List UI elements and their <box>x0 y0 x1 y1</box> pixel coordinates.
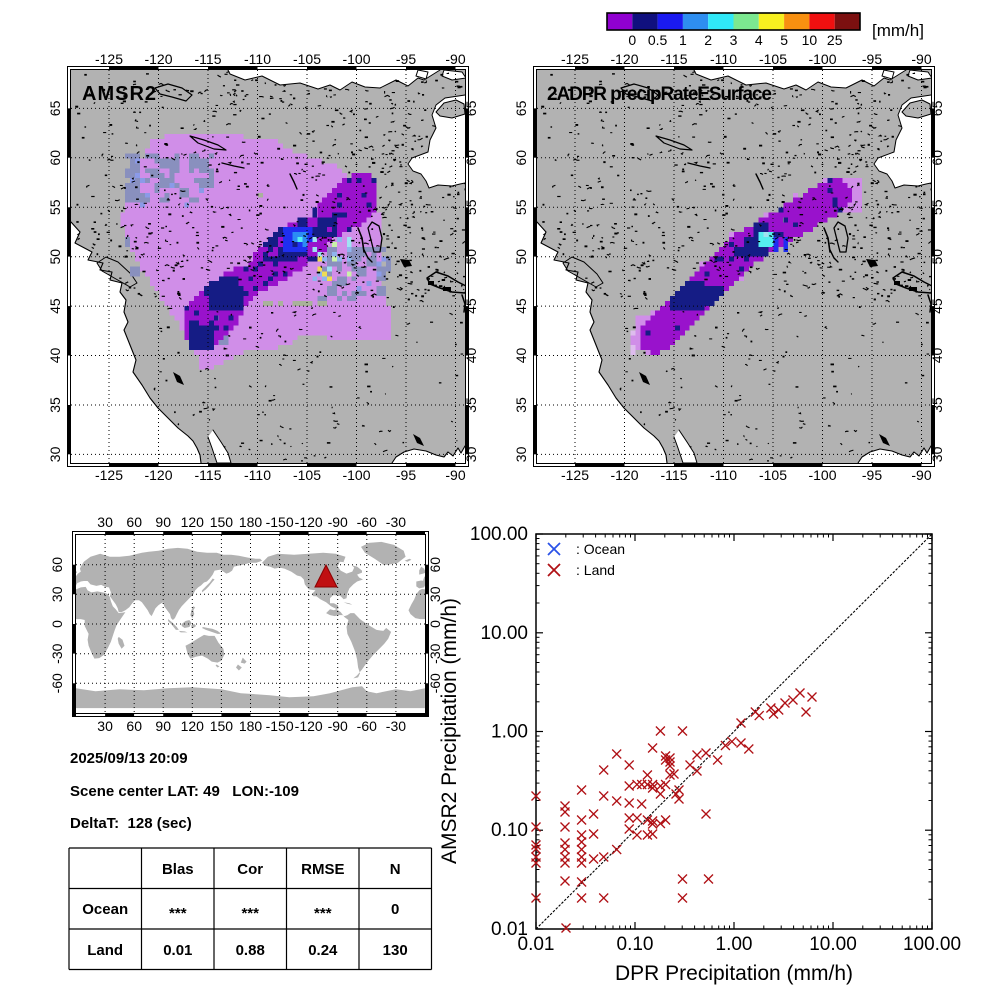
svg-text:25: 25 <box>827 32 843 48</box>
svg-text:120: 120 <box>181 514 205 530</box>
svg-text:60: 60 <box>49 557 65 573</box>
svg-text:0.24: 0.24 <box>308 942 338 959</box>
svg-text:0.88: 0.88 <box>236 942 265 959</box>
svg-text:2025/09/13 20:09: 2025/09/13 20:09 <box>70 750 188 767</box>
svg-text:30: 30 <box>97 514 113 530</box>
svg-text:-60: -60 <box>357 514 377 530</box>
svg-text:-90: -90 <box>328 514 348 530</box>
svg-text:-150: -150 <box>266 718 294 734</box>
svg-text:0.10: 0.10 <box>617 934 654 955</box>
svg-text:0.01: 0.01 <box>518 934 555 955</box>
svg-text:0.01: 0.01 <box>163 942 192 959</box>
svg-text:DeltaT: 128 (sec): DeltaT: 128 (sec) <box>70 815 192 832</box>
svg-text:5: 5 <box>780 32 788 48</box>
svg-text:0: 0 <box>427 620 443 628</box>
svg-text:***: *** <box>241 905 259 922</box>
svg-text:100.00: 100.00 <box>903 934 961 955</box>
svg-text:0: 0 <box>49 620 65 628</box>
svg-text:1: 1 <box>679 32 687 48</box>
svg-text:DPR Precipitation (mm/h): DPR Precipitation (mm/h) <box>615 962 853 985</box>
svg-text:130: 130 <box>383 942 408 959</box>
svg-text:90: 90 <box>155 514 171 530</box>
svg-text:10.00: 10.00 <box>809 934 857 955</box>
svg-text:Cor: Cor <box>237 861 263 878</box>
svg-text:100.00: 100.00 <box>470 524 528 545</box>
svg-text:-60: -60 <box>49 673 65 693</box>
svg-text:-30: -30 <box>427 643 443 663</box>
svg-text:0.01: 0.01 <box>491 919 528 940</box>
svg-text:AMSR2 Precipitation (mm/h): AMSR2 Precipitation (mm/h) <box>438 598 461 864</box>
svg-text:10.00: 10.00 <box>480 623 528 644</box>
svg-text:0: 0 <box>391 901 399 918</box>
svg-text:RMSE: RMSE <box>301 861 344 878</box>
svg-text:90: 90 <box>155 718 171 734</box>
svg-text:Ocean: Ocean <box>82 901 128 918</box>
svg-text:2: 2 <box>704 32 712 48</box>
svg-text:30: 30 <box>427 586 443 602</box>
svg-text:: Ocean: : Ocean <box>576 541 625 557</box>
svg-text:-30: -30 <box>386 718 406 734</box>
svg-text:N: N <box>390 861 401 878</box>
svg-text:30: 30 <box>49 586 65 602</box>
svg-text:[mm/h]: [mm/h] <box>872 21 924 40</box>
svg-text:Land: Land <box>87 942 123 959</box>
svg-text:2ADPR precipRateESurface: 2ADPR precipRateESurface <box>547 84 771 105</box>
svg-text:120: 120 <box>181 718 205 734</box>
svg-text:0.10: 0.10 <box>491 820 528 841</box>
svg-text:-30: -30 <box>49 643 65 663</box>
svg-text:***: *** <box>314 905 332 922</box>
svg-text:60: 60 <box>126 514 142 530</box>
svg-text:0.5: 0.5 <box>648 32 668 48</box>
svg-text:-120: -120 <box>295 718 323 734</box>
svg-text:60: 60 <box>126 718 142 734</box>
svg-text:Scene center LAT: 49 LON:-10: Scene center LAT: 49 LON:-109 <box>70 783 299 800</box>
svg-text:1.00: 1.00 <box>716 934 753 955</box>
svg-text:: Land: : Land <box>576 562 615 578</box>
svg-text:3: 3 <box>730 32 738 48</box>
svg-text:-90: -90 <box>328 718 348 734</box>
svg-text:-150: -150 <box>266 514 294 530</box>
svg-text:0: 0 <box>628 32 636 48</box>
svg-text:30: 30 <box>97 718 113 734</box>
svg-text:180: 180 <box>239 718 263 734</box>
svg-text:-30: -30 <box>386 514 406 530</box>
svg-text:150: 150 <box>210 514 234 530</box>
svg-text:10: 10 <box>802 32 818 48</box>
svg-text:***: *** <box>169 905 187 922</box>
svg-text:4: 4 <box>755 32 763 48</box>
svg-text:-60: -60 <box>427 673 443 693</box>
svg-text:-120: -120 <box>295 514 323 530</box>
svg-text:150: 150 <box>210 718 234 734</box>
svg-text:180: 180 <box>239 514 263 530</box>
svg-text:1.00: 1.00 <box>491 722 528 743</box>
svg-text:AMSR2: AMSR2 <box>82 83 157 105</box>
svg-text:60: 60 <box>427 557 443 573</box>
svg-text:-60: -60 <box>357 718 377 734</box>
svg-text:Blas: Blas <box>162 861 194 878</box>
